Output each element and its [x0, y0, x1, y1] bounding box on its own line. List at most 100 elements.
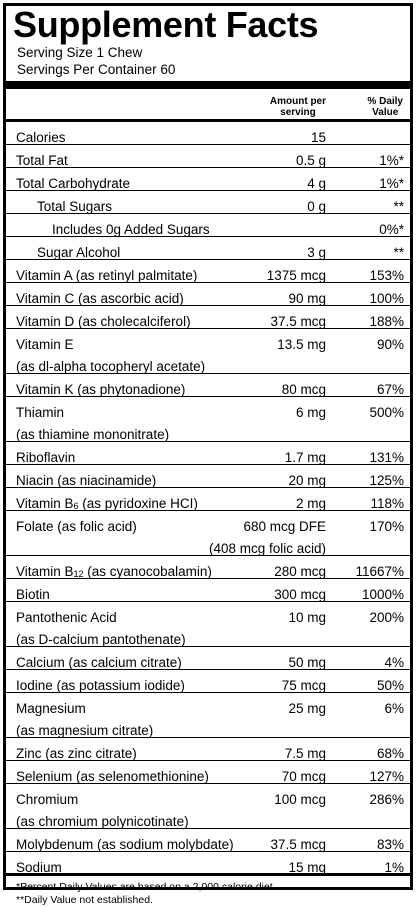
nutrient-amount: 1.7 mg [284, 450, 326, 465]
nutrient-name: Zinc (as zinc citrate) [16, 746, 137, 761]
nutrient-amount: 0.5 g [295, 153, 326, 168]
nutrient-daily-value: 200% [369, 610, 404, 625]
nutrient-row: Vitamin D (as cholecalciferol) 37.5 mcg 18… [6, 305, 410, 329]
nutrient-amount: 1375 mcg [266, 268, 326, 283]
nutrient-daily-value: 50% [376, 678, 404, 693]
nutrient-amount: 6 mg [295, 405, 326, 420]
nutrient-daily-value: ** [393, 245, 404, 260]
nutrient-amount: 25 mg [288, 701, 326, 716]
nutrient-name: Sodium [16, 860, 62, 875]
nutrient-amount: 10 mg [288, 610, 326, 625]
nutrient-row: Total Carbohydrate 4 g 1%* [6, 167, 410, 191]
serving-size: Serving Size 1 Chew [17, 45, 143, 60]
servings-per-container: Servings Per Container 60 [17, 62, 176, 77]
nutrient-daily-value: 67% [376, 382, 404, 397]
nutrient-name: Includes 0g Added Sugars [52, 222, 210, 237]
nutrient-daily-value: 1000% [361, 587, 404, 602]
nutrient-amount: 80 mcg [281, 382, 326, 397]
thick-divider [6, 81, 410, 89]
nutrient-daily-value: 500% [369, 405, 404, 420]
nutrient-daily-value: 170% [369, 519, 404, 534]
footnote-percent: *Percent Daily Values are based on a 2,0… [16, 881, 276, 893]
column-header: Amount per serving % Daily Value [6, 89, 410, 119]
nutrient-daily-value: 131% [369, 450, 404, 465]
nutrient-table: Calories 15 Total Fat 0.5 g 1%* Total Carbohy… [6, 119, 410, 876]
nutrient-row: Calories 15 [6, 119, 410, 145]
nutrient-amount: 37.5 mcg [270, 314, 326, 329]
nutrient-daily-value: 125% [369, 473, 404, 488]
nutrient-row: Biotin 300 mcg 1000% [6, 578, 410, 602]
amount-column-heading: Amount per serving [269, 96, 326, 118]
nutrient-name: Magnesium (as magnesium citrate) [16, 701, 154, 738]
nutrient-name: Riboflavin [16, 450, 76, 465]
nutrient-amount: 50 mg [288, 655, 326, 670]
nutrient-row: Sodium 15 mg 1% [6, 851, 410, 876]
nutrient-amount: 680 mcg DFE (408 mcg folic acid) [208, 519, 326, 556]
nutrient-row: Iodine (as potassium iodide) 75 mcg 50% [6, 669, 410, 693]
nutrient-daily-value: 188% [369, 314, 404, 329]
nutrient-name: Total Sugars [37, 199, 113, 214]
nutrient-amount: 75 mcg [281, 678, 326, 693]
nutrient-name: Niacin (as niacinamide) [16, 473, 157, 488]
nutrient-row: Chromium (as chromium polynicotinate) 100 … [6, 783, 410, 829]
nutrient-row: Vitamin A (as retinyl palmitate) 1375 mcg… [6, 259, 410, 283]
nutrient-amount: 13.5 mg [277, 337, 326, 352]
nutrient-daily-value: ** [393, 199, 404, 214]
nutrient-amount: 4 g [307, 176, 326, 191]
nutrient-daily-value: 118% [370, 496, 404, 511]
nutrient-row: Riboflavin 1.7 mg 131% [6, 441, 410, 465]
footnote-not-established: **Daily Value not established. [16, 894, 153, 906]
nutrient-name: Biotin [16, 587, 50, 602]
nutrient-amount: 2 mg [295, 496, 326, 511]
nutrient-row: Vitamin C (as ascorbic acid) 90 mg 100% [6, 282, 410, 306]
nutrient-row: Sugar Alcohol 3 g ** [6, 236, 410, 260]
nutrient-amount: 15 mg [288, 860, 326, 875]
nutrient-amount: 100 mcg [274, 792, 326, 807]
nutrient-amount: 280 mcg [274, 564, 326, 579]
nutrient-name: Vitamin K (as phytonadione) [16, 382, 186, 397]
nutrient-row: Molybdenum (as sodium molybdate) 37.5 mcg… [6, 828, 410, 852]
nutrient-daily-value: 286% [369, 792, 404, 807]
nutrient-amount: 15 [310, 130, 326, 145]
nutrient-daily-value: 127% [369, 769, 404, 784]
nutrient-name: Sugar Alcohol [37, 245, 121, 260]
nutrient-name: Vitamin B6 (as pyridoxine HCI) [16, 496, 198, 511]
nutrient-daily-value: 68% [376, 746, 404, 761]
nutrient-name: Vitamin E (as dl-alpha tocopheryl acetate… [16, 337, 206, 374]
nutrient-row: Vitamin K (as phytonadione) 80 mcg 67% [6, 373, 410, 397]
nutrient-daily-value: 0%* [379, 222, 404, 237]
nutrient-name: Chromium (as chromium polynicotinate) [16, 792, 189, 829]
nutrient-amount: 0 g [307, 199, 326, 214]
nutrient-name: Selenium (as selenomethionine) [16, 769, 209, 784]
nutrient-row: Thiamin (as thiamine mononitrate) 6 mg 500% [6, 396, 410, 442]
nutrient-row: Includes 0g Added Sugars 0%* [6, 213, 410, 237]
nutrient-name: Total Carbohydrate [16, 176, 131, 191]
nutrient-row: Total Sugars 0 g ** [6, 190, 410, 214]
nutrient-name: Vitamin D (as cholecalciferol) [16, 314, 191, 329]
nutrient-daily-value: 100% [369, 291, 404, 306]
nutrient-row: Vitamin B12 (as cyanocobalamin) 280 mcg 11… [6, 555, 410, 579]
nutrient-row: Pantothenic Acid (as D-calcium pantothena… [6, 601, 410, 647]
nutrient-amount: 70 mcg [281, 769, 326, 784]
nutrient-amount: 37.5 mcg [270, 837, 326, 852]
nutrient-row: Calcium (as calcium citrate) 50 mg 4% [6, 646, 410, 670]
nutrient-name: Calcium (as calcium citrate) [16, 655, 182, 670]
nutrient-row: Vitamin B6 (as pyridoxine HCI) 2 mg 118% [6, 487, 410, 511]
nutrient-daily-value: 4% [384, 655, 404, 670]
nutrient-daily-value: 1%* [379, 176, 404, 191]
daily-value-column-heading: % Daily Value [367, 96, 403, 118]
nutrient-daily-value: 1% [384, 860, 404, 875]
nutrient-row: Magnesium (as magnesium citrate) 25 mg 6% [6, 692, 410, 738]
nutrient-row: Selenium (as selenomethionine) 70 mcg 127% [6, 760, 410, 784]
nutrient-name: Pantothenic Acid (as D-calcium pantothena… [16, 610, 186, 647]
panel-title: Supplement Facts [13, 4, 319, 45]
nutrient-daily-value: 6% [384, 701, 404, 716]
nutrient-name: Vitamin C (as ascorbic acid) [16, 291, 184, 306]
supplement-facts-panel: Supplement Facts Serving Size 1 Chew Ser… [3, 3, 413, 906]
nutrient-amount: 20 mg [288, 473, 326, 488]
nutrient-row: Zinc (as zinc citrate) 7.5 mg 68% [6, 737, 410, 761]
nutrient-daily-value: 90% [376, 337, 404, 352]
nutrient-amount: 90 mg [288, 291, 326, 306]
nutrient-name: Folate (as folic acid) [16, 519, 137, 534]
nutrient-name: Total Fat [16, 153, 68, 168]
